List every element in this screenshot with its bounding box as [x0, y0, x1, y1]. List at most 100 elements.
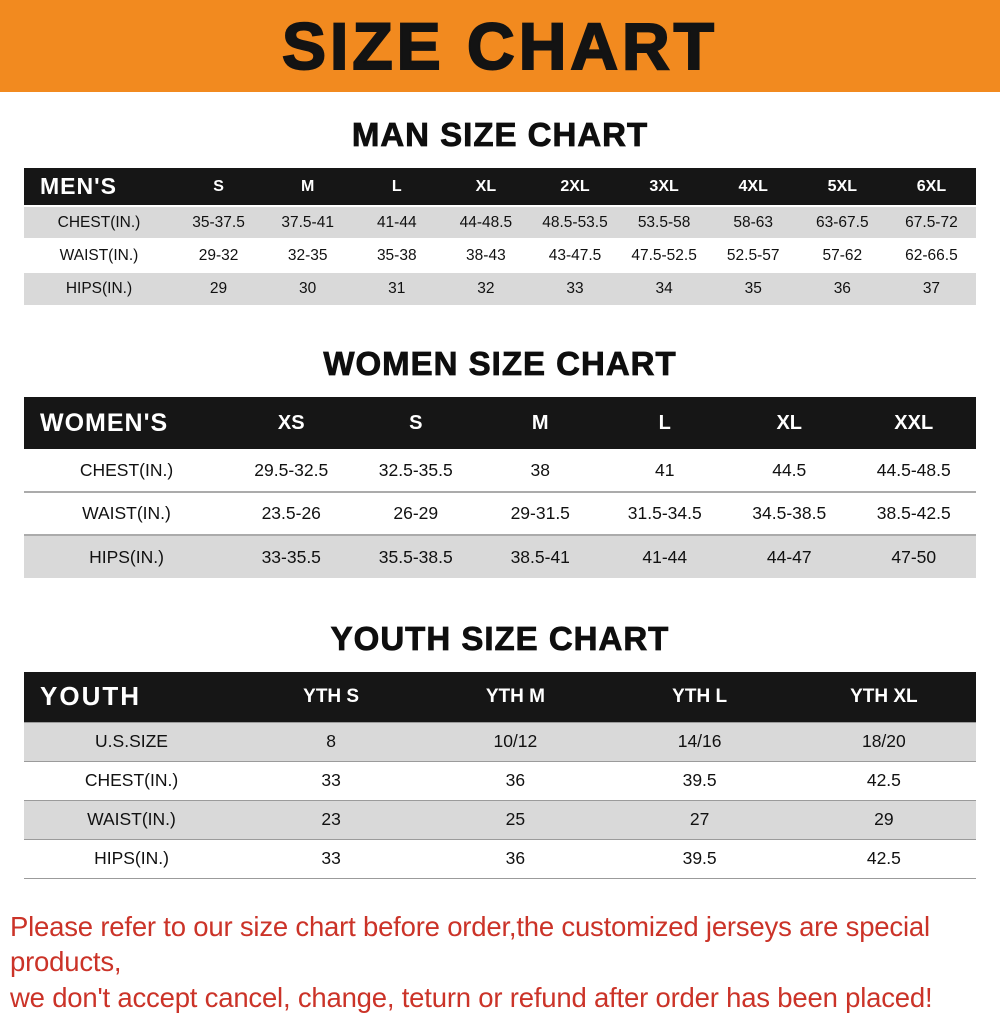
size-cell: 39.5: [682, 770, 717, 790]
size-cell: 44-47: [766, 546, 812, 567]
size-cell: 42.5: [866, 770, 901, 790]
column-header: XS: [277, 411, 305, 434]
size-cell: 31: [388, 280, 406, 297]
column-header: YTH XL: [850, 685, 918, 707]
size-cell: 18/20: [861, 731, 906, 751]
size-table-women: WOMEN'S XS S M L XL XXL CHEST(IN.) 29.5-32.5 32.5…: [24, 397, 976, 578]
size-cell: 35-38: [376, 246, 417, 264]
size-cell: 44.5: [772, 459, 807, 480]
size-cell: 44.5-48.5: [876, 459, 951, 480]
size-cell: 29.5-32.5: [254, 459, 329, 480]
row-label: WAIST(IN.): [82, 503, 171, 523]
table-row: CHEST(IN.) 29.5-32.5 32.5-35.5 38 41 44.5 44.5…: [24, 449, 976, 492]
size-cell: 67.5-72: [905, 213, 958, 231]
column-header: L: [658, 411, 671, 434]
column-header: 5XL: [827, 177, 857, 195]
size-cell: 35-37.5: [192, 213, 245, 231]
size-cell: 58-63: [733, 213, 774, 231]
size-cell: 43-47.5: [548, 246, 602, 264]
row-label: HIPS(IN.): [94, 848, 169, 868]
table-header-row: WOMEN'S XS S M L XL XXL: [24, 397, 976, 449]
row-label: WAIST(IN.): [87, 809, 176, 829]
size-cell: 41: [655, 459, 675, 480]
size-cell: 29-32: [198, 246, 239, 264]
banner-title: SIZE CHART: [281, 8, 718, 84]
footer-line-1: Please refer to our size chart before or…: [10, 910, 930, 978]
size-cell: 37: [922, 280, 941, 297]
size-cell: 10/12: [493, 731, 538, 751]
table-header-row: MEN'S S M L XL 2XL 3XL 4XL 5XL 6XL: [24, 168, 976, 206]
table-row: HIPS(IN.) 33-35.5 35.5-38.5 38.5-41 41-44 44-…: [24, 535, 976, 578]
size-cell: 32.5-35.5: [378, 459, 453, 480]
table-title: MEN'S: [40, 173, 117, 199]
size-cell: 44-48.5: [459, 213, 513, 231]
table-row: HIPS(IN.) 33 36 39.5 42.5: [24, 839, 976, 878]
table-row: WAIST(IN.) 29-32 32-35 35-38 38-43 43-47.5 47.…: [24, 239, 976, 272]
size-cell: 34: [655, 280, 673, 297]
size-cell: 30: [299, 280, 317, 297]
size-cell: 32-35: [287, 246, 328, 264]
row-label: CHEST(IN.): [79, 459, 174, 480]
size-cell: 29-31.5: [510, 503, 570, 523]
size-cell: 29: [874, 809, 894, 829]
section-heading-youth: YOUTH SIZE CHART: [330, 620, 670, 658]
youth-table-container: YOUTH YTH S YTH M YTH L YTH XL U.S.SIZE 8 10/12…: [0, 672, 1000, 879]
row-label: CHEST(IN.): [57, 213, 141, 231]
table-row: CHEST(IN.) 33 36 39.5 42.5: [24, 761, 976, 800]
size-cell: 34.5-38.5: [752, 503, 827, 523]
size-cell: 38-43: [466, 246, 506, 264]
column-header: YTH S: [303, 685, 360, 707]
column-header: 6XL: [916, 177, 947, 195]
column-header: 4XL: [738, 177, 768, 195]
size-cell: 35: [744, 280, 762, 297]
size-cell: 47.5-52.5: [631, 246, 697, 264]
column-header: 2XL: [560, 177, 590, 195]
table-title: WOMEN'S: [40, 408, 169, 437]
column-header: 3XL: [649, 177, 679, 195]
size-cell: 29: [209, 280, 228, 297]
size-cell: 41-44: [376, 213, 417, 231]
size-cell: 31.5-34.5: [627, 503, 702, 523]
section-youth: YOUTH SIZE CHART YOUTH YTH S YTH M YTH L YTH…: [0, 620, 1000, 879]
size-table-men: MEN'S S M L XL 2XL 3XL 4XL 5XL 6XL CHEST(IN.) 35-37…: [24, 168, 976, 305]
size-cell: 52.5-57: [726, 246, 780, 264]
section-heading-man: MAN SIZE CHART: [351, 116, 649, 154]
size-cell: 36: [833, 280, 851, 297]
row-label: HIPS(IN.): [89, 546, 164, 567]
size-cell: 47-50: [891, 546, 937, 567]
size-table-youth: YOUTH YTH S YTH M YTH L YTH XL U.S.SIZE 8 10/12…: [24, 672, 976, 879]
size-cell: 48.5-53.5: [542, 213, 608, 231]
column-header: XXL: [894, 411, 934, 434]
size-cell: 33-35.5: [261, 546, 321, 567]
section-heading-women: WOMEN SIZE CHART: [323, 345, 677, 383]
size-cell: 38: [530, 459, 550, 480]
size-cell: 42.5: [866, 848, 901, 868]
size-cell: 8: [326, 731, 336, 751]
column-header: YTH M: [485, 685, 545, 707]
size-cell: 36: [505, 770, 526, 790]
size-cell: 33: [566, 280, 584, 297]
size-cell: 14/16: [677, 731, 722, 751]
size-cell: 25: [505, 809, 526, 829]
size-cell: 41-44: [642, 546, 688, 567]
section-men: MAN SIZE CHART MEN'S S M L XL 2XL 3XL 4XL 5XL 6XL…: [0, 116, 1000, 305]
size-cell: 27: [689, 809, 710, 829]
size-cell: 26-29: [393, 503, 439, 523]
banner: SIZE CHART: [0, 0, 1000, 92]
row-label: WAIST(IN.): [59, 246, 139, 264]
table-header-row: YOUTH YTH S YTH M YTH L YTH XL: [24, 672, 976, 722]
size-cell: 38.5-41: [510, 546, 570, 567]
footer-line-2: we don't accept cancel, change, teturn o…: [10, 982, 933, 1013]
men-table-container: MEN'S S M L XL 2XL 3XL 4XL 5XL 6XL CHEST(IN.) 35-37…: [0, 168, 1000, 305]
table-row: HIPS(IN.) 29 30 31 32 33 34 35 36 37: [24, 272, 976, 305]
size-cell: 57-62: [822, 246, 863, 264]
size-cell: 37.5-41: [281, 213, 334, 231]
section-women: WOMEN SIZE CHART WOMEN'S XS S M L XL XXL CHEST(…: [0, 345, 1000, 578]
column-header: XL: [776, 411, 803, 434]
column-header: M: [301, 177, 315, 195]
women-table-container: WOMEN'S XS S M L XL XXL CHEST(IN.) 29.5-32.5 32.5…: [0, 397, 1000, 578]
row-label: U.S.SIZE: [95, 731, 168, 751]
column-header: S: [409, 411, 423, 434]
size-cell: 23: [321, 809, 341, 829]
